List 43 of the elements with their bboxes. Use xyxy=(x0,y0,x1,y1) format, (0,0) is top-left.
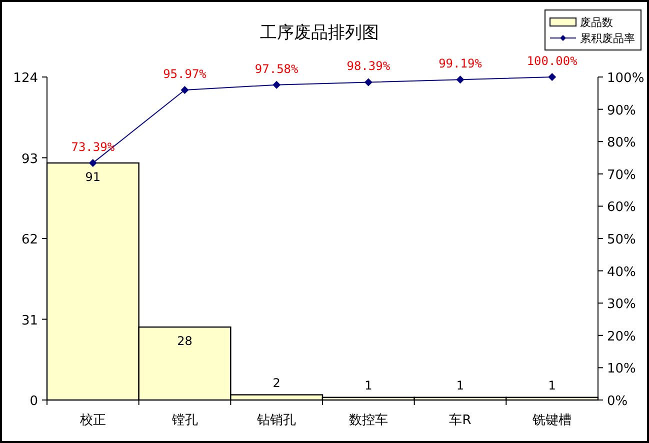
x-tick-label: 车R xyxy=(449,413,472,428)
y2-tick-label: 50% xyxy=(607,232,636,248)
x-tick-label: 铣键槽 xyxy=(532,413,572,428)
data-label: 99.19% xyxy=(438,56,483,71)
legend-label: 累积废品率 xyxy=(580,32,635,45)
y-tick-label: 62 xyxy=(21,232,38,248)
data-label: 91 xyxy=(85,170,101,184)
data-label: 100.00% xyxy=(526,54,578,68)
data-label: 2 xyxy=(272,376,280,390)
x-tick-label: 钻销孔 xyxy=(256,413,296,428)
y2-tick-label: 80% xyxy=(607,136,636,151)
y2-tick-label: 30% xyxy=(607,297,636,312)
point xyxy=(548,73,556,81)
y-tick-label: 0 xyxy=(30,394,38,409)
data-label: 98.39% xyxy=(346,59,391,74)
x-tick-label: 数控车 xyxy=(348,413,388,428)
point xyxy=(364,78,372,86)
y2-tick-label: 100% xyxy=(607,71,644,86)
data-label: 1 xyxy=(548,378,556,392)
data-label: 97.58% xyxy=(254,62,300,76)
y2-tick-label: 60% xyxy=(607,200,636,216)
data-label: 73.39% xyxy=(71,140,116,154)
y2-tick-label: 40% xyxy=(607,264,636,280)
y2-tick-label: 0% xyxy=(607,394,628,409)
point xyxy=(180,86,189,94)
y2-tick-label: 90% xyxy=(607,103,636,118)
y2-tick-label: 70% xyxy=(607,168,636,183)
x-tick-label: 校正 xyxy=(78,413,106,428)
chart-title: 工序废品排列图 xyxy=(260,23,379,43)
data-label: 28 xyxy=(177,334,192,348)
data-label: 1 xyxy=(364,378,372,392)
y2-tick-label: 20% xyxy=(607,329,636,344)
data-label: 1 xyxy=(456,378,464,392)
point xyxy=(456,76,464,84)
point xyxy=(272,80,281,89)
legend-label: 废品数 xyxy=(580,16,613,29)
x-tick-label: 镗孔 xyxy=(170,413,198,428)
point xyxy=(88,158,97,167)
data-label: 95.97% xyxy=(163,67,208,82)
y-tick-label: 31 xyxy=(21,313,38,328)
y2-tick-label: 10% xyxy=(607,362,636,377)
y-tick-label: 124 xyxy=(13,71,38,86)
y-tick-label: 93 xyxy=(21,152,38,167)
